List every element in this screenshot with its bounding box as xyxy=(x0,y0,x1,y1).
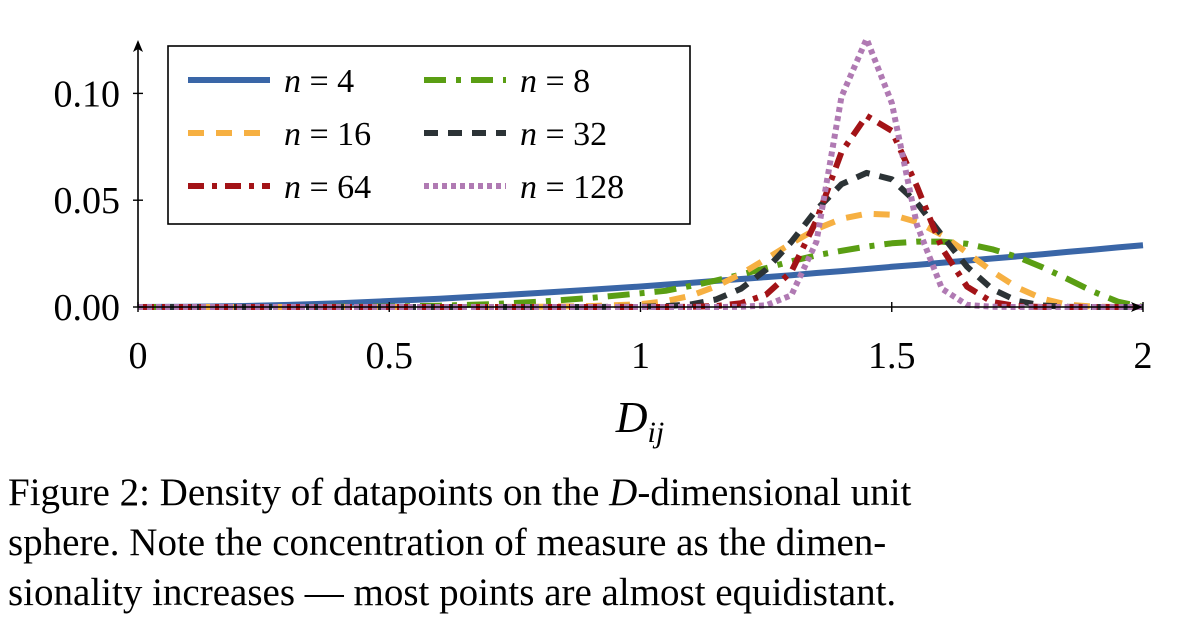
caption-line1-prefix: Figure 2: Density of datapoints on the xyxy=(8,471,610,514)
caption-variable: D xyxy=(609,471,638,514)
x-axis-arrow xyxy=(1131,302,1143,312)
legend-label-5: n = 128 xyxy=(520,169,624,206)
x-tick-label: 0 xyxy=(129,335,148,377)
y-tick-label: 0.00 xyxy=(54,287,121,329)
series-line-4 xyxy=(138,112,1143,310)
x-tick-label: 1.5 xyxy=(868,335,916,377)
density-chart: 0 0.5 1 1.5 2 0.00 0.05 0.10 Dij n = 4 n = 8 n = 1… xyxy=(54,35,1153,449)
legend-label-2: n = 16 xyxy=(284,116,371,153)
series-line-1 xyxy=(138,238,1144,310)
series-line-0 xyxy=(137,242,1144,310)
legend: n = 4 n = 8 n = 16 n = 32 n = 64 n = 128 xyxy=(167,45,691,225)
legend-label-3: n = 32 xyxy=(520,116,607,153)
y-tick-label: 0.10 xyxy=(54,73,121,115)
y-tick-label: 0.05 xyxy=(54,180,121,222)
x-tick-label: 2 xyxy=(1134,335,1153,377)
legend-label-4: n = 64 xyxy=(284,169,371,206)
x-axis-label-subscript: ij xyxy=(648,416,665,449)
figure-caption: Figure 2: Density of datapoints on the D… xyxy=(8,468,1193,618)
legend-label-1: n = 8 xyxy=(520,63,590,100)
axes-layer: 0 0.5 1 1.5 2 0.00 0.05 0.10 Dij xyxy=(54,40,1153,449)
legend-label-0: n = 4 xyxy=(284,63,354,100)
x-axis-label: Dij xyxy=(615,393,664,449)
x-tick-label: 1 xyxy=(631,335,650,377)
y-axis-arrow xyxy=(133,40,143,52)
caption-line2: sphere. Note the concentration of measur… xyxy=(8,521,887,564)
x-tick-label: 0.5 xyxy=(366,335,414,377)
caption-line3: sionality increases — most points are al… xyxy=(8,571,897,614)
caption-line1-suffix: -dimensional unit xyxy=(637,471,912,514)
